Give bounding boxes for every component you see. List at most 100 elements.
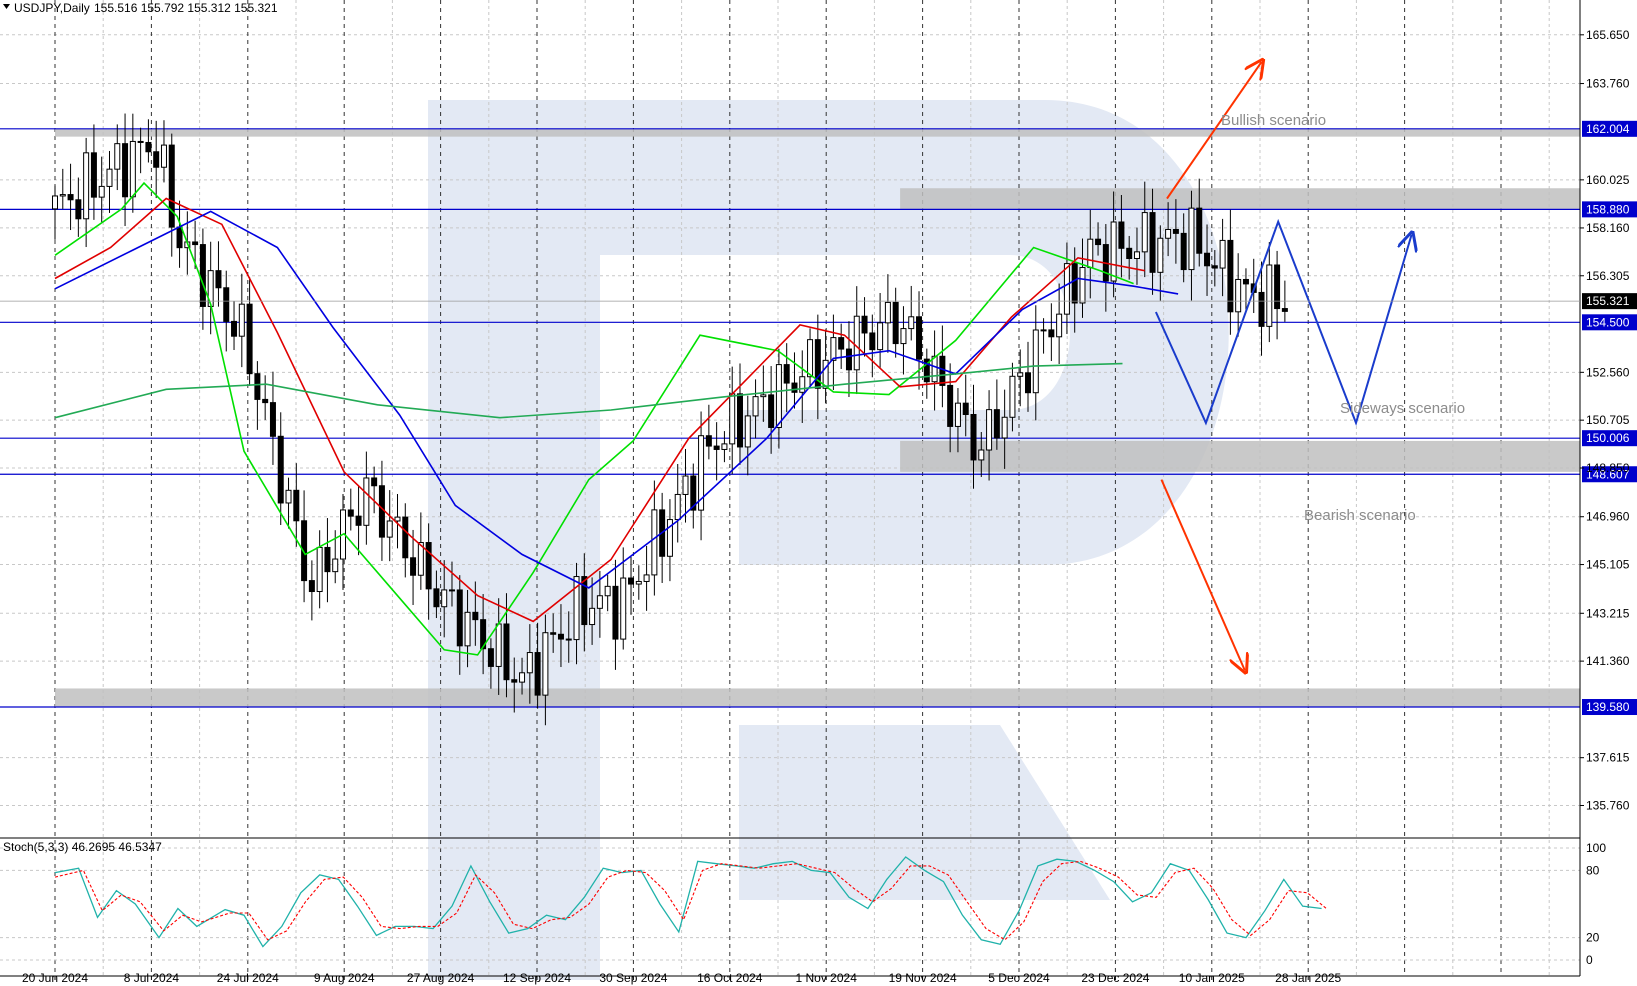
candle-0 [52, 185, 58, 240]
current-price-tag [1582, 293, 1637, 310]
support-resistance-zones [55, 128, 1580, 707]
candle-65 [557, 604, 564, 668]
candle-78 [659, 492, 666, 583]
candle-24 [238, 273, 245, 368]
candle-28 [269, 371, 276, 465]
candle-body [651, 509, 658, 576]
candle-body [192, 241, 199, 246]
candle-54 [472, 581, 479, 646]
candle-body [332, 558, 339, 573]
y-tick-label-3: 158.160 [1586, 221, 1630, 235]
candle-139 [1133, 227, 1140, 285]
stoch-main-line [54, 856, 1322, 948]
candle-47 [417, 512, 424, 590]
candle-96 [799, 350, 806, 423]
level-tag-5 [1582, 699, 1637, 716]
moving-averages [54, 181, 1179, 656]
candle-body [1087, 238, 1094, 269]
candle-92 [768, 366, 775, 454]
y-tick-label-6: 150.705 [1586, 413, 1630, 427]
candle-98 [814, 314, 821, 420]
candle-body [1149, 212, 1156, 273]
candle-155 [1258, 261, 1265, 356]
candle-body [417, 542, 424, 576]
candle-body [635, 580, 642, 585]
y-tick-label-8: 146.960 [1586, 510, 1630, 524]
candle-body [908, 316, 915, 330]
candle-108 [892, 287, 899, 358]
candle-body [884, 301, 891, 324]
candle-body [1001, 416, 1008, 439]
x-tick-label-12: 10 Jan 2025 [1179, 971, 1245, 985]
candle-79 [666, 499, 673, 582]
candle-97 [807, 328, 814, 388]
y-tick-label-1: 163.760 [1586, 77, 1630, 91]
candle-55 [480, 594, 487, 675]
candle-121 [993, 379, 1000, 450]
candle-body [137, 140, 144, 143]
candle-body [643, 574, 650, 582]
stochastic-panel: 100 80 20 0 [0, 841, 1606, 967]
candle-20 [207, 241, 214, 335]
level-tag-4 [1582, 466, 1637, 483]
candle-body [223, 287, 230, 322]
candle-1 [59, 168, 66, 209]
candle-body [254, 373, 261, 400]
candle-body [822, 359, 829, 389]
candle-body [752, 396, 759, 417]
candle-120 [986, 390, 993, 481]
stoch-level-label-3: 0 [1586, 953, 1593, 967]
level-label-1: 158.880 [1586, 202, 1630, 216]
candle-76 [643, 545, 650, 611]
candle-body [1095, 238, 1102, 246]
candle-body [1063, 263, 1070, 315]
candle-84 [705, 404, 712, 460]
candle-body [472, 611, 479, 621]
candle-16 [176, 200, 183, 268]
candle-body [628, 577, 635, 585]
candle-body [1266, 264, 1273, 327]
candle-body [1188, 207, 1195, 271]
candle-151 [1227, 209, 1234, 335]
y-tick-label-4: 156.305 [1586, 269, 1630, 283]
candle-115 [947, 363, 954, 453]
stoch-signal-line [54, 860, 1327, 941]
watermark-letter-leg [739, 725, 1110, 900]
candle-body [838, 337, 845, 350]
candle-body [238, 303, 245, 337]
y-tick-label-9: 145.105 [1586, 558, 1630, 572]
candle-body [1165, 228, 1172, 239]
level-label-4: 148.607 [1586, 467, 1630, 481]
candle-body [1258, 291, 1265, 327]
candle-body [293, 489, 300, 522]
y-tick-label-7: 148.850 [1586, 461, 1630, 475]
candle-body [620, 577, 627, 640]
candle-140 [1141, 181, 1148, 278]
candle-90 [752, 379, 759, 439]
chart-menu-arrow-icon[interactable] [3, 4, 10, 9]
candle-7 [106, 150, 113, 213]
candle-body [1219, 239, 1226, 269]
candle-59 [511, 657, 518, 713]
chart-header-ohlc: 155.516 155.792 155.312 155.321 [94, 1, 278, 15]
x-tick-label-3: 9 Aug 2024 [314, 971, 375, 985]
candle-93 [775, 348, 782, 449]
candle-body [900, 328, 907, 345]
candle-body [246, 303, 253, 375]
stochastic-label: Stoch(5,3,3) 46.2695 46.5347 [3, 840, 162, 854]
candle-body [480, 619, 487, 650]
candle-body [674, 493, 681, 521]
y-tick-label-10: 143.215 [1586, 606, 1630, 620]
candle-body [744, 415, 751, 448]
candle-body [52, 195, 58, 210]
candle-49 [433, 570, 440, 619]
candle-body [1118, 221, 1125, 249]
candle-body [768, 394, 775, 428]
candle-12 [145, 119, 152, 163]
candle-32 [301, 490, 308, 603]
y-tick-label-12: 137.615 [1586, 751, 1630, 765]
candle-body [324, 546, 331, 573]
candle-119 [978, 432, 985, 477]
candle-body [262, 398, 269, 404]
